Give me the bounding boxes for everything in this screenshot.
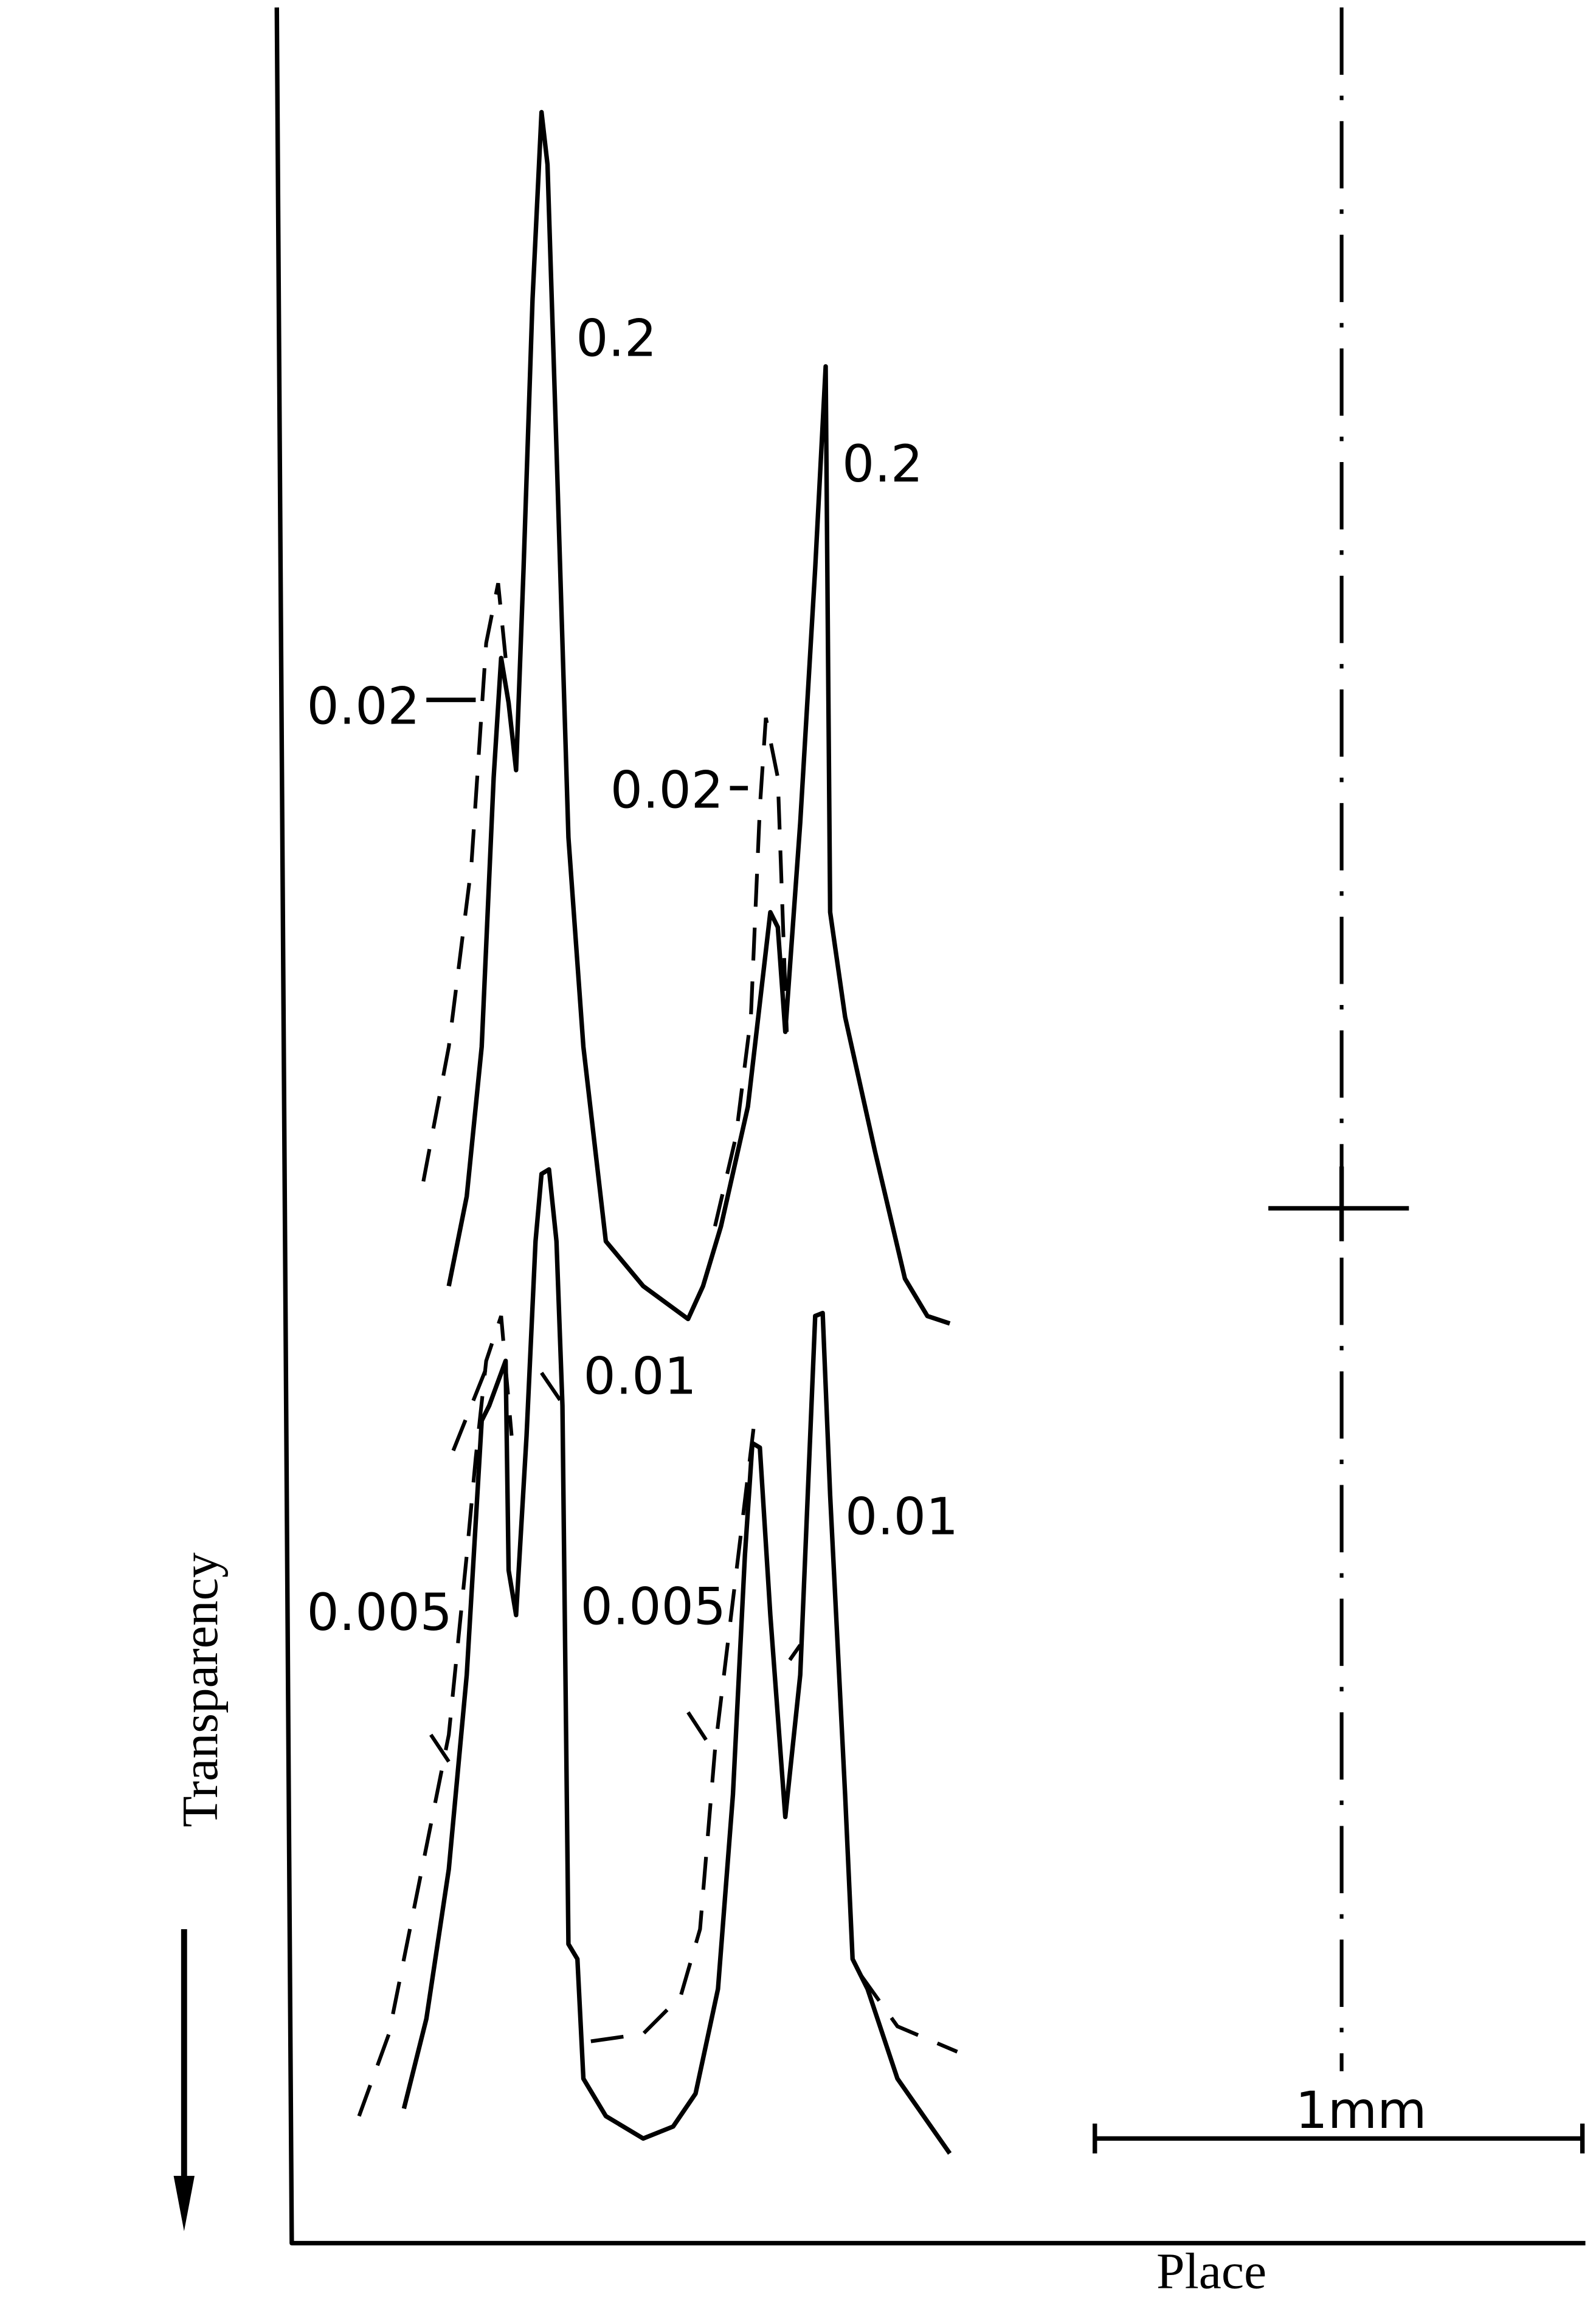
curve-label: 0.2 <box>842 434 923 494</box>
curve-label: 0.02 <box>610 760 724 820</box>
scale-bar <box>1093 2123 1585 2154</box>
x-axis-label: Place <box>1156 2243 1266 2299</box>
curve-label: 0.2 <box>576 308 657 368</box>
curve-label: 0.02 <box>306 677 420 736</box>
curve-label: 0.005 <box>581 1576 726 1636</box>
curve-solid <box>446 109 951 1326</box>
curve-dashed <box>788 1643 802 1662</box>
curve-label: 0.005 <box>306 1583 452 1642</box>
y-axis-label: Transparency <box>172 1552 229 1827</box>
curve-dashed <box>858 1973 958 2054</box>
curve-label: 0.01 <box>845 1487 958 1547</box>
curve-label: 0.01 <box>584 1346 697 1406</box>
curve-dashed <box>590 1413 758 2043</box>
curve-dashed <box>451 1367 488 1452</box>
axes <box>274 7 1586 2246</box>
scale-label: 1mm <box>1296 2080 1427 2140</box>
curve-dashed <box>686 1711 713 1748</box>
curve-dashed <box>713 717 789 1227</box>
curve-dashed <box>421 582 508 1182</box>
arrow-head <box>173 2175 195 2231</box>
curve-solid <box>401 1167 952 2155</box>
curve-dashed <box>357 1315 514 2117</box>
curve-dashed <box>540 1372 566 1407</box>
curve-dashed <box>429 1733 451 1763</box>
